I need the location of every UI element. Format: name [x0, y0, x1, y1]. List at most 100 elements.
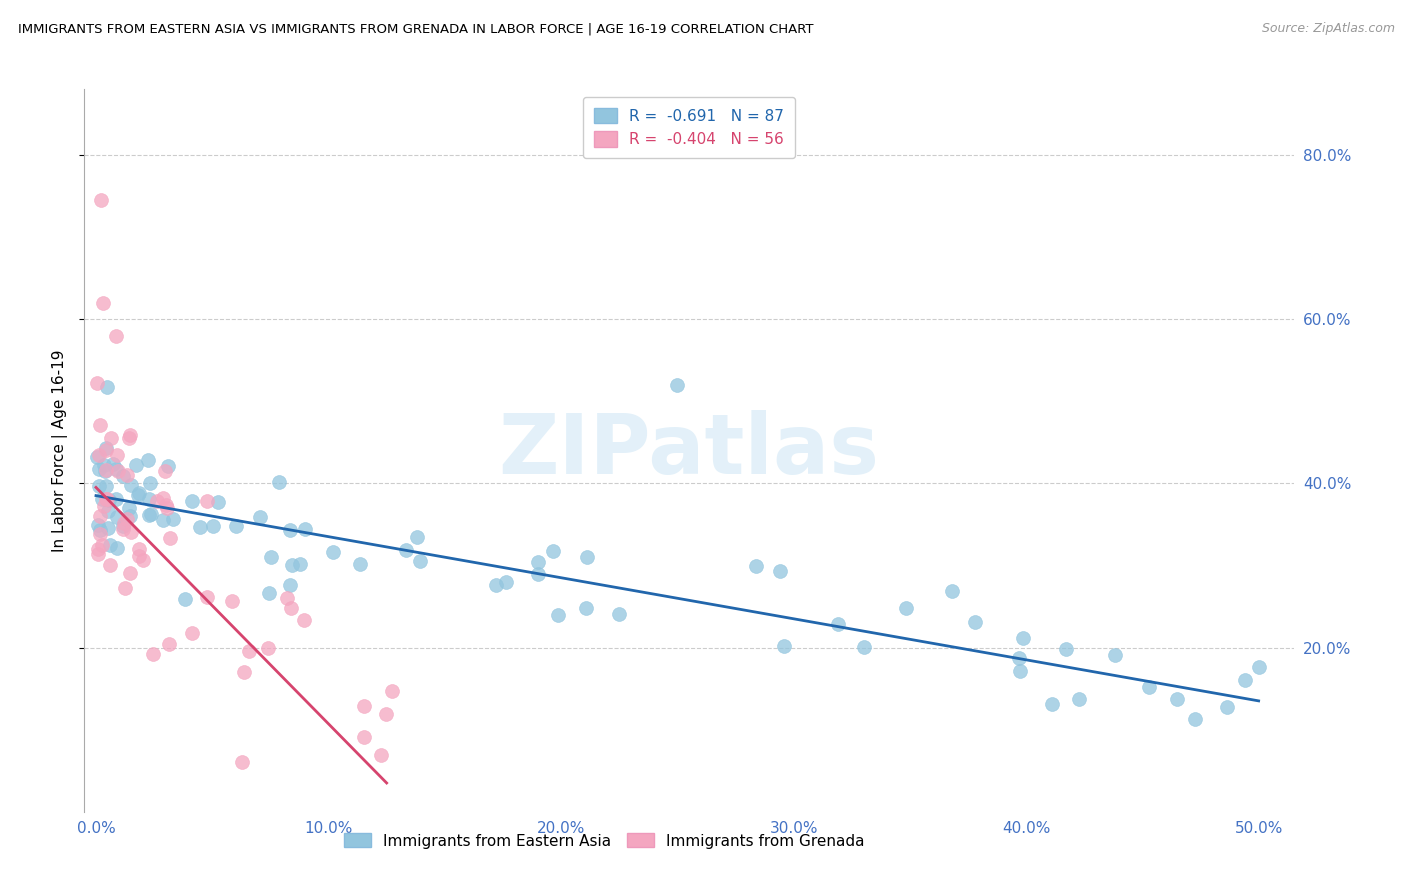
Point: [181, 494, 204, 508]
Point: [104, 328, 127, 343]
Point: [87, 461, 110, 475]
Point: [152, 491, 174, 506]
Point: [112, 522, 135, 536]
Point: [93, 458, 115, 472]
Point: [1137, 680, 1160, 694]
Point: [853, 640, 876, 655]
Point: [91, 295, 114, 310]
Point: [576, 549, 599, 564]
Point: [1216, 700, 1239, 714]
Point: [89, 479, 111, 493]
Point: [86, 376, 108, 391]
Point: [87, 547, 110, 561]
Point: [105, 509, 128, 524]
Point: [769, 564, 792, 578]
Point: [827, 617, 849, 632]
Point: [87, 518, 110, 533]
Point: [89, 448, 111, 462]
Point: [195, 590, 218, 604]
Point: [221, 594, 243, 608]
Point: [93, 500, 115, 514]
Point: [153, 464, 176, 478]
Point: [138, 508, 160, 523]
Point: [105, 541, 128, 556]
Point: [288, 557, 311, 571]
Point: [138, 492, 160, 507]
Point: [127, 487, 149, 501]
Point: [607, 607, 630, 622]
Point: [276, 591, 298, 605]
Point: [1040, 698, 1063, 712]
Point: [120, 524, 142, 539]
Point: [125, 458, 148, 472]
Point: [115, 468, 138, 483]
Point: [322, 545, 344, 559]
Point: [666, 377, 689, 392]
Point: [87, 542, 110, 557]
Point: [112, 516, 135, 530]
Point: [94, 442, 117, 456]
Point: [105, 448, 128, 462]
Text: IMMIGRANTS FROM EASTERN ASIA VS IMMIGRANTS FROM GRENADA IN LABOR FORCE | AGE 16-: IMMIGRANTS FROM EASTERN ASIA VS IMMIGRAN…: [18, 22, 814, 36]
Point: [485, 578, 508, 592]
Point: [1010, 664, 1032, 678]
Point: [281, 558, 304, 573]
Point: [118, 501, 141, 516]
Point: [260, 550, 283, 565]
Legend: Immigrants from Eastern Asia, Immigrants from Grenada: Immigrants from Eastern Asia, Immigrants…: [337, 828, 872, 855]
Point: [238, 643, 260, 657]
Point: [267, 475, 290, 489]
Point: [1166, 692, 1188, 706]
Point: [231, 756, 253, 770]
Point: [98, 538, 121, 552]
Point: [201, 518, 224, 533]
Point: [146, 493, 169, 508]
Point: [89, 508, 111, 523]
Point: [233, 665, 256, 679]
Point: [128, 486, 150, 500]
Point: [94, 491, 117, 506]
Point: [139, 507, 162, 521]
Point: [257, 641, 280, 656]
Point: [114, 582, 136, 596]
Point: [195, 493, 218, 508]
Point: [157, 637, 180, 651]
Point: [1054, 642, 1077, 657]
Point: [965, 615, 987, 629]
Point: [349, 557, 371, 571]
Point: [381, 683, 404, 698]
Point: [278, 524, 301, 538]
Point: [1069, 692, 1091, 706]
Point: [152, 512, 174, 526]
Text: ZIPatlas: ZIPatlas: [499, 410, 879, 491]
Point: [278, 578, 301, 592]
Point: [353, 730, 375, 744]
Point: [180, 626, 202, 640]
Point: [156, 459, 179, 474]
Point: [139, 476, 162, 491]
Point: [91, 492, 114, 507]
Point: [107, 464, 129, 478]
Point: [159, 531, 181, 545]
Point: [1247, 659, 1270, 673]
Point: [574, 600, 596, 615]
Point: [156, 501, 179, 516]
Point: [94, 479, 117, 493]
Point: [395, 543, 418, 558]
Point: [89, 526, 111, 541]
Point: [1012, 631, 1035, 645]
Point: [93, 464, 115, 478]
Point: [495, 574, 517, 589]
Point: [174, 591, 197, 606]
Point: [541, 544, 564, 558]
Point: [409, 554, 432, 568]
Point: [97, 504, 120, 518]
Point: [1104, 648, 1126, 663]
Point: [128, 549, 150, 564]
Point: [112, 469, 135, 483]
Point: [128, 542, 150, 557]
Point: [353, 699, 375, 714]
Point: [96, 492, 118, 507]
Point: [111, 519, 134, 533]
Point: [894, 601, 917, 615]
